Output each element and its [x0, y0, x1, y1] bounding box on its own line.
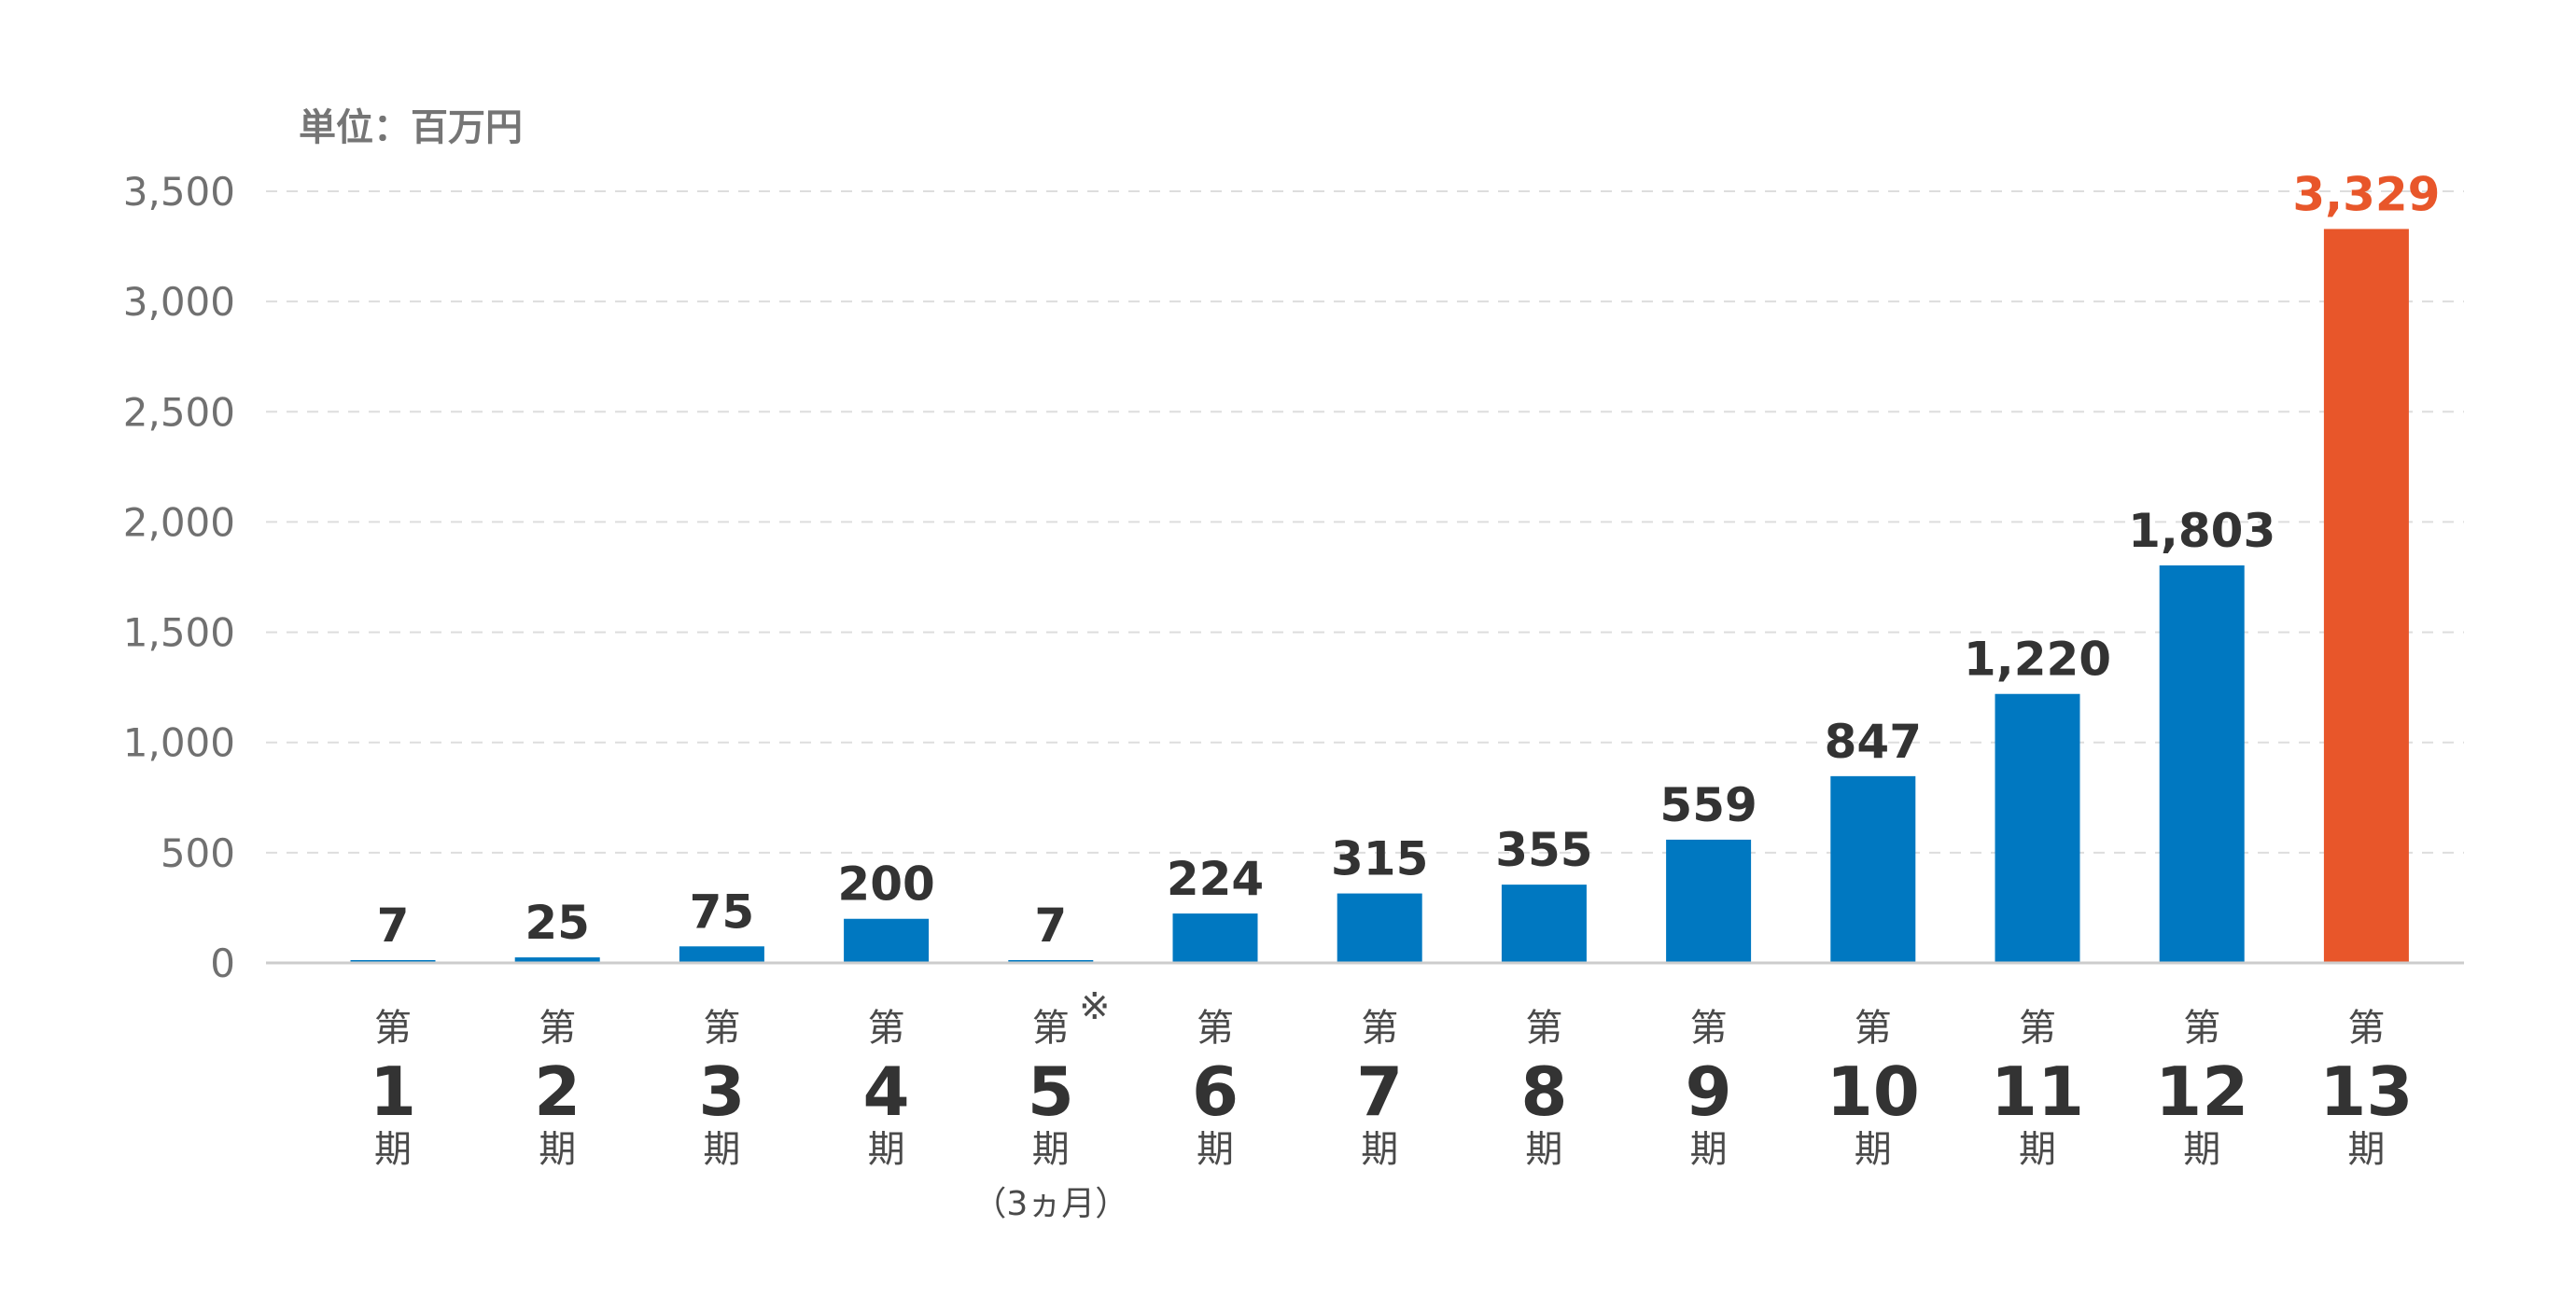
x-tick-number: 12	[2155, 1052, 2248, 1131]
bar	[2159, 564, 2245, 963]
x-tick-suffix: 期	[1855, 1128, 1892, 1171]
y-tick-label: 3,000	[123, 279, 235, 325]
y-axis: 0 500 1,000 1,500 2,000 2,500 3,000 3,500	[123, 169, 235, 986]
unit-label: 単位：百万円	[299, 106, 523, 149]
bar-value-label: 7	[377, 899, 410, 953]
x-tick-prefix: 第	[1525, 1007, 1562, 1050]
bar	[1337, 893, 1422, 963]
x-tick-number: 8	[1520, 1052, 1567, 1131]
y-tick-label: 1,500	[123, 610, 235, 656]
gridlines	[266, 190, 2464, 854]
x-tick-suffix: 期	[703, 1128, 740, 1171]
x-tick-note: （3ヵ月）	[973, 1185, 1128, 1223]
bar	[844, 918, 930, 963]
x-tick-number: 3	[698, 1052, 745, 1131]
bar	[679, 946, 764, 963]
x-tick-prefix: 第	[1690, 1007, 1728, 1050]
y-tick-label: 3,500	[123, 169, 235, 215]
bar	[1501, 885, 1587, 963]
x-tick-prefix: 第	[1855, 1007, 1892, 1050]
bar-value-label: 224	[1167, 852, 1264, 906]
x-tick-suffix: 期	[2019, 1128, 2056, 1171]
x-tick-suffix: 期	[2183, 1128, 2220, 1171]
bar	[1995, 693, 2080, 963]
bar-value-label: 7	[1034, 899, 1067, 953]
bar-value-label: 847	[1825, 715, 1922, 769]
bar-value-label: 355	[1495, 823, 1592, 877]
x-tick-suffix: 期	[1032, 1128, 1070, 1171]
bar-value-label: 200	[837, 857, 934, 912]
x-tick-prefix: 第	[2019, 1007, 2056, 1050]
y-tick-label: 500	[161, 830, 235, 876]
x-tick-prefix: 第	[1361, 1007, 1398, 1050]
bar	[2323, 229, 2409, 964]
x-tick-prefix: 第	[703, 1007, 740, 1050]
x-tick-prefix: 第	[374, 1007, 412, 1050]
bar	[514, 957, 600, 963]
bar	[1830, 775, 1916, 963]
y-tick-label: 2,500	[123, 389, 235, 435]
x-tick-number: 13	[2319, 1052, 2413, 1131]
x-axis: 第1期第2期第3期第4期第5期※（3ヵ月）第6期第7期第8期第9期第10期第11…	[266, 961, 2464, 1223]
x-tick-suffix: 期	[1525, 1128, 1562, 1171]
x-tick-number: 1	[370, 1052, 416, 1131]
x-tick-number: 9	[1686, 1052, 1732, 1131]
x-tick-prefix: 第	[2183, 1007, 2220, 1050]
x-tick-suffix: 期	[1361, 1128, 1398, 1171]
bar-value-label: 315	[1331, 832, 1428, 886]
y-tick-label: 0	[210, 941, 235, 986]
x-tick-prefix: 第	[539, 1007, 576, 1050]
bar-value-label: 559	[1659, 778, 1757, 832]
bar-value-label: 1,803	[2128, 504, 2275, 558]
x-tick-prefix: 第	[2347, 1007, 2385, 1050]
bar-value-label: 75	[690, 885, 755, 939]
x-tick-number: 4	[863, 1052, 910, 1131]
x-tick-suffix: 期	[539, 1128, 576, 1171]
x-tick-suffix: 期	[1690, 1128, 1728, 1171]
x-tick-number: 11	[1991, 1052, 2084, 1131]
x-tick-number: 5	[1028, 1052, 1074, 1131]
bar-value-label: 3,329	[2292, 167, 2440, 221]
x-tick-suffix: 期	[374, 1128, 412, 1171]
x-tick-prefix: 第	[1197, 1007, 1234, 1050]
x-tick-suffix: 期	[1197, 1128, 1234, 1171]
x-tick-number: 7	[1356, 1052, 1403, 1131]
bar	[1172, 913, 1258, 963]
x-tick-suffix: 期	[868, 1128, 905, 1171]
y-tick-label: 2,000	[123, 499, 235, 545]
y-tick-label: 1,000	[123, 720, 235, 766]
x-tick-prefix: 第	[1032, 1007, 1070, 1050]
value-labels: 7 25 75 200 7 224 315 355 559 847 1,220 1,803 3,329	[377, 167, 2441, 953]
bar-value-label: 25	[525, 896, 590, 950]
bar-value-label: 1,220	[1964, 633, 2111, 687]
x-tick-suffix: 期	[2347, 1128, 2385, 1171]
bar	[1666, 839, 1752, 963]
x-tick-prefix: 第	[868, 1007, 905, 1050]
x-tick-number: 6	[1192, 1052, 1239, 1131]
x-tick-number: 10	[1827, 1052, 1920, 1131]
x-tick-note-mark: ※	[1079, 985, 1111, 1028]
x-tick-number: 2	[534, 1052, 581, 1131]
bars	[350, 229, 2409, 964]
